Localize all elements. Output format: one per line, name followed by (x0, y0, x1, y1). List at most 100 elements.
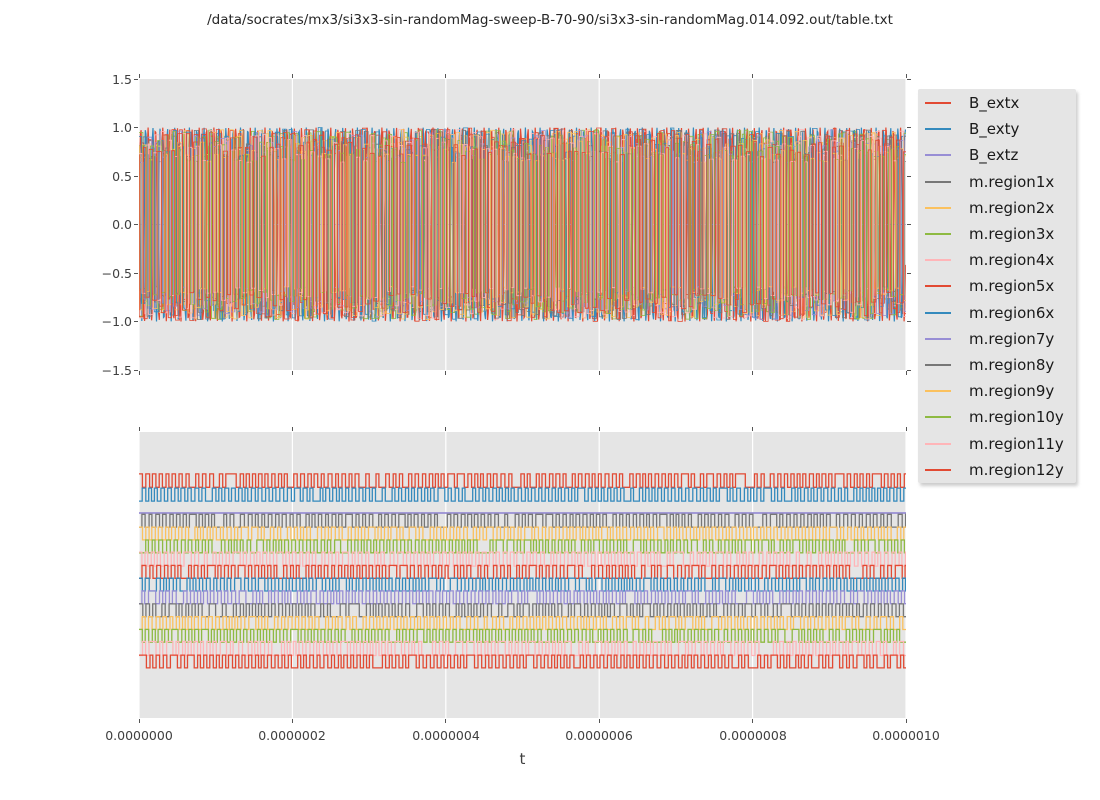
tick-mark (907, 127, 911, 128)
tick-mark (905, 74, 907, 78)
legend-item: m.region2x (918, 195, 1076, 221)
legend-line-swatch (925, 442, 951, 445)
x-tick-label: 0.0000002 (258, 728, 326, 743)
tick-mark (905, 371, 907, 375)
legend-item: m.region11y (918, 430, 1076, 456)
y-tick-label: 0.5 (112, 168, 132, 184)
legend-item: m.region4x (918, 247, 1076, 273)
legend-item: m.region1x (918, 169, 1076, 195)
series-B_extx (139, 473, 906, 488)
y-tick-label: −1.5 (101, 362, 132, 378)
legend-item: m.region6x (918, 300, 1076, 326)
legend-item-label: m.region7y (969, 329, 1055, 348)
legend-item-label: m.region8y (969, 355, 1055, 374)
tick-mark (598, 371, 600, 375)
legend-item: m.region12y (918, 457, 1076, 483)
legend-item-label: m.region11y (969, 434, 1064, 453)
legend-line-swatch (925, 416, 951, 419)
legend-line-swatch (925, 390, 951, 393)
legend-line-swatch (925, 128, 951, 131)
tick-mark (138, 371, 140, 375)
legend-line-swatch (925, 102, 951, 105)
tick-mark (445, 74, 447, 78)
legend-item-label: m.region1x (969, 172, 1055, 191)
legend-item: m.region7y (918, 326, 1076, 352)
tick-mark (134, 78, 138, 80)
legend-item: m.region3x (918, 221, 1076, 247)
legend-line-swatch (925, 233, 951, 236)
legend-item: B_extx (918, 90, 1076, 116)
tick-mark (752, 719, 754, 723)
legend-line-swatch (925, 206, 951, 209)
tick-mark (134, 224, 138, 225)
tick-mark (291, 427, 293, 431)
legend-item-label: m.region4x (969, 251, 1055, 270)
tick-mark (907, 321, 911, 322)
y-tick-label: 1.0 (112, 120, 132, 135)
tick-mark (907, 272, 911, 274)
legend-item-label: B_extz (969, 146, 1019, 165)
tick-mark (907, 78, 911, 80)
x-axis-label: t (519, 750, 526, 768)
tick-mark (752, 427, 754, 431)
legend-line-swatch (925, 311, 951, 314)
tick-mark (134, 272, 138, 274)
tick-mark (598, 427, 600, 431)
tick-mark (445, 719, 447, 723)
tick-mark (134, 321, 138, 322)
y-tick-label: 0.0 (112, 217, 132, 232)
tick-mark (905, 427, 907, 431)
top-axes (139, 79, 906, 370)
tick-mark (445, 427, 447, 431)
tick-mark (752, 371, 754, 375)
tick-mark (907, 369, 911, 371)
legend-line-swatch (925, 285, 951, 288)
legend-item-label: m.region12y (969, 460, 1064, 479)
legend-line-swatch (925, 180, 951, 183)
series-m.region8y (139, 603, 906, 618)
tick-mark (134, 175, 138, 177)
legend-item-label: m.region6x (969, 303, 1055, 322)
tick-mark (445, 371, 447, 375)
legend-item-label: m.region9y (969, 382, 1055, 401)
top-waveform-plot (139, 79, 906, 370)
legend-item-label: m.region2x (969, 198, 1055, 217)
x-tick-label: 0.0000000 (105, 728, 173, 743)
tick-mark (134, 127, 138, 128)
x-tick-label: 0.0000010 (872, 728, 940, 743)
series-m.region1x (139, 513, 906, 528)
tick-mark (907, 175, 911, 177)
x-tick-label: 0.0000008 (719, 728, 787, 743)
tick-mark (138, 427, 140, 431)
legend-item: m.region9y (918, 378, 1076, 404)
series-m.region2x (139, 526, 906, 541)
legend-item: B_exty (918, 116, 1076, 142)
series-m.region10y (139, 628, 906, 643)
tick-mark (907, 224, 911, 225)
series-m.region12y (139, 654, 906, 669)
tick-mark (905, 719, 907, 723)
figure-title: /data/socrates/mx3/si3x3-sin-randomMag-s… (207, 12, 893, 28)
x-tick-label: 0.0000004 (412, 728, 480, 743)
legend-item-label: m.region10y (969, 408, 1064, 427)
legend-line-swatch (925, 154, 951, 157)
tick-mark (134, 369, 138, 371)
series-m.region12y (139, 127, 906, 322)
tick-mark (598, 719, 600, 723)
series-B_exty (139, 487, 906, 502)
legend-item: m.region8y (918, 352, 1076, 378)
legend-item-label: B_exty (969, 120, 1020, 139)
y-tick-label: −1.0 (101, 314, 132, 329)
legend-line-swatch (925, 363, 951, 366)
x-tick-label: 0.0000006 (565, 728, 633, 743)
bottom-axes (139, 432, 906, 718)
legend-item-label: B_extx (969, 94, 1020, 113)
legend-line-swatch (925, 259, 951, 262)
tick-mark (752, 74, 754, 78)
tick-mark (291, 371, 293, 375)
legend: B_extx B_exty B_extz m.region1x m.region… (918, 89, 1076, 483)
tick-mark (138, 719, 140, 723)
legend-item-label: m.region5x (969, 277, 1055, 296)
legend-line-swatch (925, 468, 951, 471)
